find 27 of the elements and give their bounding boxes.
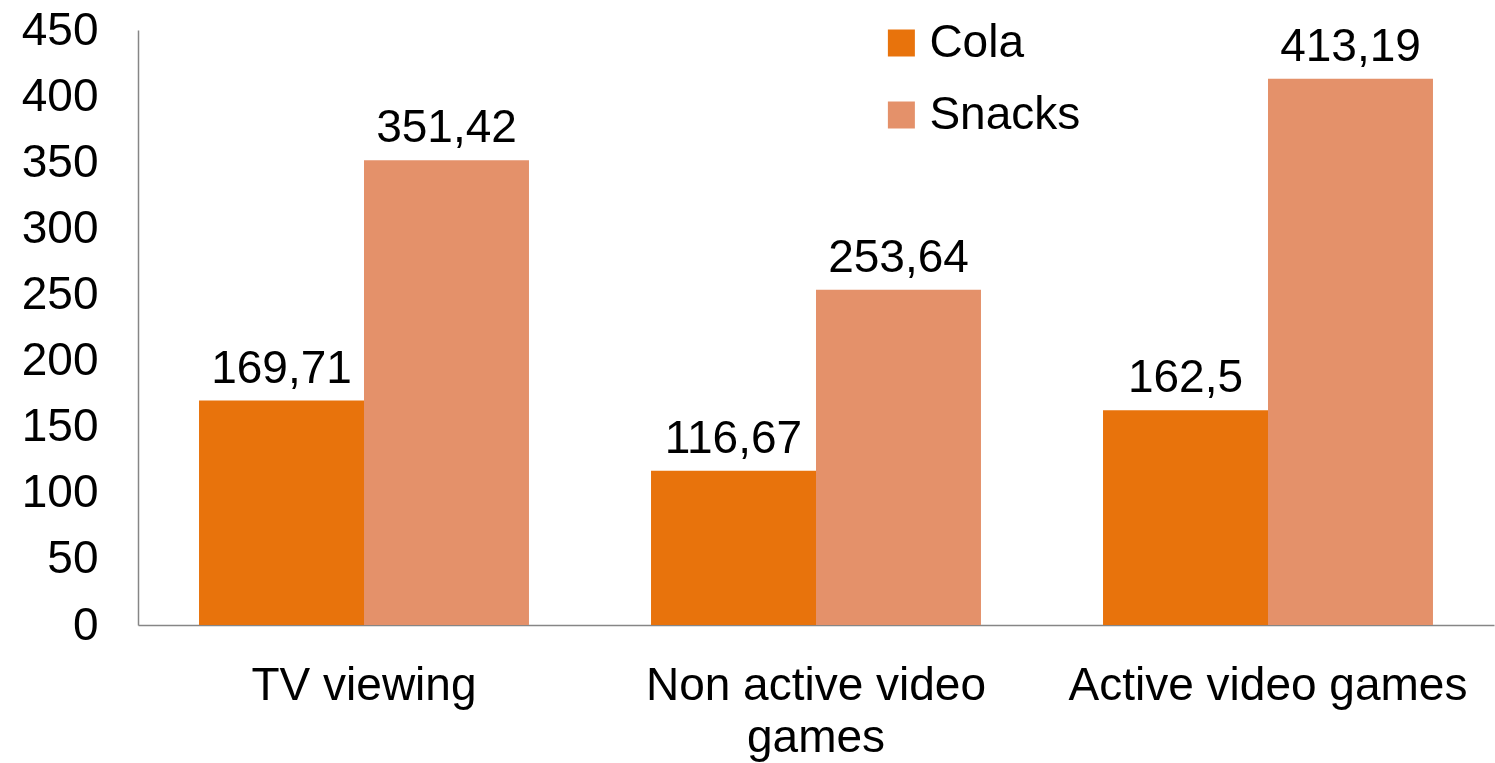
x-tick-label: Non active video games bbox=[645, 657, 987, 762]
legend-label: Cola bbox=[929, 15, 1025, 67]
bar bbox=[1103, 410, 1268, 625]
y-tick-label: 450 bbox=[21, 2, 99, 55]
y-tick-label: 300 bbox=[21, 200, 99, 253]
data-label: 162,5 bbox=[1127, 350, 1244, 403]
y-tick-label: 100 bbox=[21, 465, 99, 518]
data-label: 253,64 bbox=[828, 229, 969, 282]
legend-label: Snacks bbox=[929, 87, 1081, 139]
bar bbox=[364, 160, 529, 625]
bar bbox=[199, 400, 364, 625]
y-tick-label: 50 bbox=[47, 531, 99, 584]
y-tick-label: 0 bbox=[72, 597, 99, 650]
bar bbox=[816, 289, 981, 625]
data-label: 116,67 bbox=[664, 410, 803, 463]
y-tick-label: 150 bbox=[21, 399, 99, 452]
data-label: 413,19 bbox=[1280, 18, 1421, 71]
bar bbox=[651, 470, 816, 625]
y-tick-label: 350 bbox=[21, 134, 99, 187]
y-tick-label: 400 bbox=[21, 68, 99, 121]
bar bbox=[1268, 78, 1433, 625]
x-tick-label: TV viewing bbox=[251, 657, 477, 710]
x-tick-label: Active video games bbox=[1068, 657, 1468, 710]
y-tick-label: 250 bbox=[21, 266, 99, 319]
y-tick-label: 200 bbox=[21, 333, 99, 386]
data-label: 351,42 bbox=[376, 100, 517, 153]
data-label: 169,71 bbox=[211, 340, 352, 393]
